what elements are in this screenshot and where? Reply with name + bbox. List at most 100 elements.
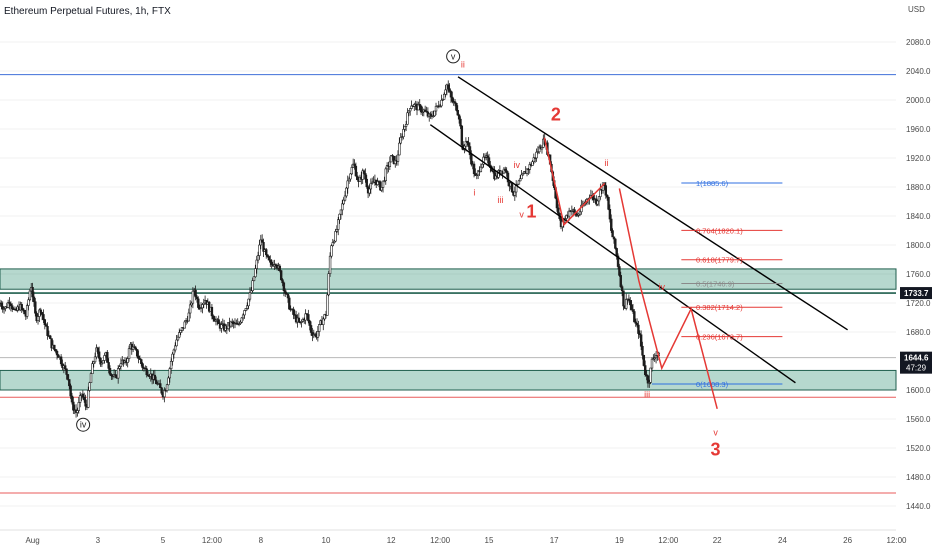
candle-body — [481, 163, 484, 168]
candle-body — [305, 313, 309, 315]
candle-body — [342, 199, 345, 205]
candle-body — [110, 374, 113, 377]
candle-body — [96, 347, 100, 353]
candle-body — [309, 325, 313, 333]
candle-body — [369, 183, 373, 190]
candle-body — [217, 319, 220, 324]
x-axis-tick: 10 — [322, 536, 331, 545]
wave-label: v — [451, 51, 456, 61]
candle-body — [440, 99, 443, 107]
candle-body — [278, 265, 282, 271]
candle-body — [434, 105, 438, 112]
candle-body — [84, 399, 87, 407]
candle-body — [347, 178, 351, 182]
candle-body — [69, 385, 72, 397]
candle-body — [106, 351, 109, 363]
axis-layer: USD 2080.0 2040.0 2000.0 1960.0 1920.0 1880.0 1… — [0, 5, 932, 545]
candle-body — [312, 334, 315, 337]
candle-body — [332, 240, 336, 243]
candle-body — [254, 268, 257, 278]
candle-body — [346, 180, 349, 189]
candle-body — [341, 203, 344, 211]
candle-body — [0, 302, 3, 307]
candle-body — [627, 298, 631, 301]
candle-body — [337, 219, 340, 230]
candle-body — [513, 191, 517, 196]
candle-body — [505, 170, 508, 174]
candle-body — [23, 309, 26, 315]
candle-body — [141, 363, 144, 369]
candle-body — [334, 231, 337, 242]
wave-label: iv — [659, 282, 666, 292]
wave-label: i — [473, 188, 475, 198]
candle-body — [214, 319, 218, 322]
candle-body — [577, 213, 580, 216]
x-axis-tick: 12:00 — [658, 536, 679, 545]
candle-body — [557, 207, 560, 214]
candle-body — [514, 184, 518, 193]
candle-body — [126, 358, 129, 363]
candle-body — [388, 161, 392, 167]
price-tag — [900, 351, 932, 374]
candle-body — [246, 305, 249, 309]
candle-body — [274, 264, 277, 266]
candle-body — [99, 357, 102, 365]
candle-body — [394, 159, 397, 164]
candle-body — [318, 324, 321, 332]
candle-body — [383, 180, 386, 182]
candle-body — [466, 141, 469, 143]
candle-body — [270, 261, 273, 265]
candle-body — [89, 373, 93, 383]
candle-body — [326, 294, 329, 316]
candle-body — [652, 358, 655, 360]
candle-body — [349, 173, 352, 180]
candle-body — [285, 292, 288, 295]
candle-body — [241, 314, 245, 319]
candle-body — [516, 183, 519, 186]
x-axis-tick: 15 — [485, 536, 494, 545]
channel-layer — [429, 76, 848, 384]
candle-body — [250, 290, 253, 294]
candle-body — [356, 175, 359, 180]
candle-body — [235, 322, 238, 325]
candle-body — [288, 297, 291, 310]
candle-body — [573, 209, 576, 213]
candle-body — [429, 113, 432, 117]
candle-body — [260, 239, 264, 243]
wave-projection-path — [618, 188, 718, 410]
candle-body — [50, 338, 53, 349]
candle-body — [442, 93, 446, 100]
candle-body — [528, 164, 531, 170]
candle-body — [248, 292, 252, 300]
y-axis-tick: 1680.0 — [906, 328, 931, 337]
candle-body — [644, 365, 647, 376]
x-axis-tick: Aug — [25, 536, 39, 545]
candle-body — [385, 165, 389, 170]
candle-body — [266, 254, 269, 257]
candle-body — [168, 368, 171, 379]
support-resistance-zone — [0, 369, 897, 391]
candle-body — [38, 309, 41, 317]
candle-body — [645, 374, 648, 377]
wave-label-circle — [446, 49, 461, 64]
y-axis-tick: 1880.0 — [906, 183, 931, 192]
wave-label: 1 — [526, 201, 536, 221]
x-axis-tick: 17 — [550, 536, 559, 545]
candle-body — [159, 383, 162, 389]
y-axis-tick: 1720.0 — [906, 299, 931, 308]
candle-body — [108, 368, 112, 375]
candle-body — [282, 282, 286, 291]
candle-body — [447, 84, 450, 90]
candle-body — [459, 118, 462, 127]
candle-body — [365, 178, 368, 188]
x-axis-tick: 5 — [161, 536, 166, 545]
candle-body — [339, 209, 343, 215]
candle-body — [629, 300, 632, 306]
candle-body — [65, 368, 68, 375]
candle-body — [639, 334, 643, 347]
candle-body — [55, 350, 59, 356]
candle-body — [83, 396, 86, 401]
candle-body — [46, 326, 49, 336]
